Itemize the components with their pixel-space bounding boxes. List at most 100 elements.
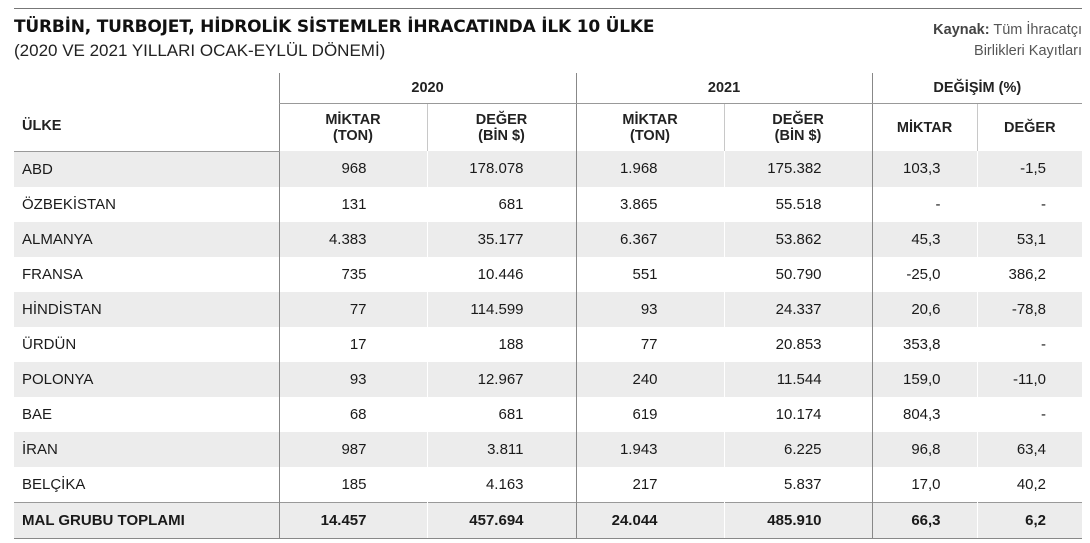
total-cell-2020-miktar: 14.457 bbox=[278, 501, 427, 539]
source-line1: Tüm İhracatçı bbox=[993, 22, 1082, 38]
cell-2020-deger: 10.446 bbox=[426, 256, 577, 292]
cell-2020-deger: 178.078 bbox=[426, 151, 577, 187]
header-change-deger: DEĞER bbox=[976, 103, 1083, 151]
top-rule bbox=[14, 8, 1082, 9]
cell-change-deger: 53,1 bbox=[976, 221, 1083, 257]
cell-2020-miktar: 735 bbox=[278, 256, 427, 292]
cell-2021-deger: 175.382 bbox=[723, 151, 873, 187]
cell-country: ABD bbox=[14, 151, 279, 187]
cell-2020-deger: 3.811 bbox=[426, 431, 577, 467]
cell-2020-deger: 12.967 bbox=[426, 361, 577, 397]
chart-subtitle: (2020 VE 2021 YILLARI OCAK-EYLÜL DÖNEMİ) bbox=[14, 41, 386, 60]
cell-2021-miktar: 3.865 bbox=[575, 186, 725, 222]
cell-2020-miktar: 987 bbox=[278, 431, 427, 467]
header-change-miktar: MİKTAR bbox=[871, 103, 978, 151]
cell-2020-miktar: 968 bbox=[278, 151, 427, 187]
source-line2: Birlikleri Kayıtları bbox=[974, 43, 1082, 59]
cell-2020-deger: 188 bbox=[426, 326, 577, 362]
table-row: ABD 968 178.078 1.968 175.382 103,3 -1,5 bbox=[14, 151, 1083, 187]
table-row: BELÇİKA 185 4.163 217 5.837 17,0 40,2 bbox=[14, 466, 1083, 502]
table-row: ALMANYA 4.383 35.177 6.367 53.862 45,3 53,1 bbox=[14, 221, 1083, 257]
cell-2021-deger: 53.862 bbox=[723, 221, 873, 257]
cell-change-miktar: 353,8 bbox=[871, 326, 978, 362]
header-country: ÜLKE bbox=[14, 73, 279, 152]
cell-change-miktar: - bbox=[871, 186, 978, 222]
cell-2021-miktar: 619 bbox=[575, 396, 725, 432]
cell-2021-miktar: 240 bbox=[575, 361, 725, 397]
source-label: Kaynak: bbox=[933, 22, 990, 38]
cell-country: BELÇİKA bbox=[22, 475, 86, 493]
cell-change-miktar: 96,8 bbox=[871, 431, 978, 467]
cell-2020-miktar: 131 bbox=[278, 186, 427, 222]
cell-change-miktar: 17,0 bbox=[871, 466, 978, 502]
header-2021-deger: DEĞER (BİN $) bbox=[723, 103, 873, 151]
cell-country: ÜRDÜN bbox=[22, 335, 77, 353]
cell-2020-deger: 681 bbox=[426, 186, 577, 222]
cell-2020-deger: 35.177 bbox=[426, 221, 577, 257]
cell-2021-miktar: 6.367 bbox=[575, 221, 725, 257]
cell-2020-miktar: 93 bbox=[278, 361, 427, 397]
cell-change-miktar: 20,6 bbox=[871, 291, 978, 327]
cell-2021-miktar: 551 bbox=[575, 256, 725, 292]
cell-2021-deger: 5.837 bbox=[723, 466, 873, 502]
cell-change-deger: 63,4 bbox=[976, 431, 1083, 467]
table-row: FRANSA 735 10.446 551 50.790 -25,0 386,2 bbox=[14, 256, 1083, 292]
total-row: MAL GRUBU TOPLAMI 14.457 457.694 24.044 485.… bbox=[14, 501, 1083, 539]
cell-2021-deger: 10.174 bbox=[723, 396, 873, 432]
table-row: HİNDİSTAN 77 114.599 93 24.337 20,6 -78,8 bbox=[14, 291, 1083, 327]
total-cell-2020-deger: 457.694 bbox=[426, 501, 577, 539]
total-cell-change-deger: 6,2 bbox=[976, 501, 1083, 539]
cell-2021-deger: 24.337 bbox=[723, 291, 873, 327]
table-row: POLONYA 93 12.967 240 11.544 159,0 -11,0 bbox=[14, 361, 1083, 397]
cell-change-deger: -1,5 bbox=[976, 151, 1083, 187]
cell-country: FRANSA bbox=[22, 265, 83, 283]
cell-2021-deger: 55.518 bbox=[723, 186, 873, 222]
cell-country: ÖZBEKİSTAN bbox=[22, 195, 116, 213]
cell-change-miktar: -25,0 bbox=[871, 256, 978, 292]
cell-change-deger: - bbox=[976, 396, 1083, 432]
total-cell-2021-miktar: 24.044 bbox=[575, 501, 725, 539]
cell-change-deger: -78,8 bbox=[976, 291, 1083, 327]
cell-2021-deger: 20.853 bbox=[723, 326, 873, 362]
cell-change-miktar: 103,3 bbox=[871, 151, 978, 187]
table-row: ÖZBEKİSTAN 131 681 3.865 55.518- - bbox=[14, 186, 1083, 222]
cell-change-miktar: 45,3 bbox=[871, 221, 978, 257]
cell-country: HİNDİSTAN bbox=[14, 291, 279, 327]
header-change: DEĞİŞİM (%) bbox=[871, 73, 1083, 104]
header-year-2020: 2020 bbox=[278, 73, 577, 104]
cell-2020-miktar: 77 bbox=[278, 291, 427, 327]
cell-change-deger: 40,2 bbox=[976, 466, 1083, 502]
table-row: İRAN 987 3.811 1.943 6.225 96,8 63,4 bbox=[14, 431, 1083, 467]
source-note: Kaynak: Tüm İhracatçı Birlikleri Kayıtla… bbox=[882, 20, 1082, 62]
cell-2020-miktar: 17 bbox=[278, 326, 427, 362]
cell-change-deger: - bbox=[976, 326, 1083, 362]
header-year-2021: 2021 bbox=[575, 73, 873, 104]
cell-2021-deger: 6.225 bbox=[723, 431, 873, 467]
cell-country: ALMANYA bbox=[14, 221, 279, 257]
cell-change-miktar: 159,0 bbox=[871, 361, 978, 397]
cell-2020-deger: 114.599 bbox=[426, 291, 577, 327]
cell-change-deger: 386,2 bbox=[976, 256, 1083, 292]
cell-change-deger: -11,0 bbox=[976, 361, 1083, 397]
cell-2021-deger: 11.544 bbox=[723, 361, 873, 397]
cell-2020-deger: 681 bbox=[426, 396, 577, 432]
cell-2020-miktar: 185 bbox=[278, 466, 427, 502]
table-body: ABD 968 178.078 1.968 175.382 103,3 -1,5 ÖZBEKİ… bbox=[14, 151, 1083, 539]
cell-change-deger: - bbox=[976, 186, 1083, 222]
cell-country: BAE bbox=[22, 405, 53, 423]
header-2021-miktar: MİKTAR (TON) bbox=[575, 103, 725, 151]
header-2020-miktar: MİKTAR (TON) bbox=[278, 103, 427, 151]
cell-2020-miktar: 4.383 bbox=[278, 221, 427, 257]
table-row: ÜRDÜN 17 188 77 20.853 353,8- bbox=[14, 326, 1083, 362]
cell-2021-miktar: 1.943 bbox=[575, 431, 725, 467]
export-table: ÜLKE 2020 2021 DEĞİŞİM (%) MİKTAR (TON) D… bbox=[14, 73, 1083, 539]
cell-change-miktar: 804,3 bbox=[871, 396, 978, 432]
table-row: BAE 68 681 619 10.174 804,3- bbox=[14, 396, 1083, 432]
total-cell-change-miktar: 66,3 bbox=[871, 501, 978, 539]
header-2020-deger: DEĞER (BİN $) bbox=[426, 103, 577, 151]
total-cell-country: MAL GRUBU TOPLAMI bbox=[14, 501, 279, 539]
cell-country: POLONYA bbox=[14, 361, 279, 397]
cell-2021-miktar: 217 bbox=[575, 466, 725, 502]
cell-2021-deger: 50.790 bbox=[723, 256, 873, 292]
cell-2021-miktar: 77 bbox=[575, 326, 725, 362]
